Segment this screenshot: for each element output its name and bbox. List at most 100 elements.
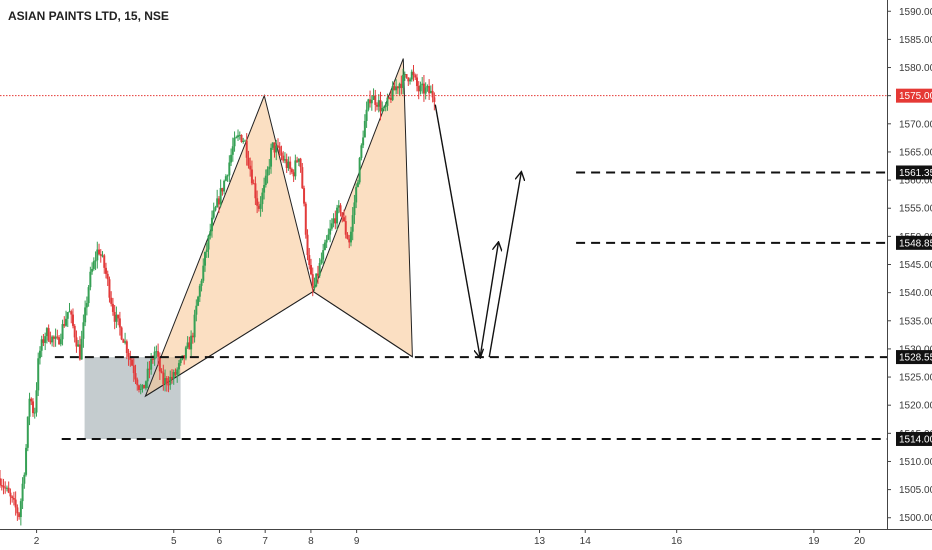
candle-body	[16, 507, 19, 514]
levels-layer	[0, 95, 887, 440]
pattern-leg-bd	[312, 291, 413, 358]
candle-body	[42, 339, 45, 343]
candle-body	[309, 265, 312, 275]
candle-body	[103, 255, 106, 268]
candle-body	[365, 109, 368, 122]
candle-body	[381, 107, 384, 112]
candle-body	[292, 172, 295, 177]
candle-body	[311, 274, 314, 289]
candle-body	[268, 166, 271, 170]
candle-body	[367, 99, 370, 110]
candle-body	[257, 205, 260, 209]
candle-body	[96, 249, 99, 261]
level-badge-bg	[896, 431, 932, 446]
candle-body	[395, 86, 398, 91]
candle-body	[108, 279, 111, 298]
y-tick-label: 1530.00	[899, 344, 932, 355]
candle-body	[47, 328, 50, 341]
x-tick-label: 6	[217, 536, 223, 547]
candle-body	[98, 249, 101, 255]
candle-body	[183, 355, 186, 359]
candle-body	[82, 322, 85, 339]
candle-body	[113, 311, 116, 322]
candle-body	[330, 223, 333, 229]
candle-body	[160, 371, 163, 373]
candle-body	[132, 365, 135, 374]
candle-body	[78, 344, 81, 360]
candle-body	[65, 318, 68, 326]
candle-body	[18, 513, 21, 518]
candle-body	[278, 146, 281, 153]
candle-body	[33, 412, 36, 414]
candle-body	[389, 97, 392, 100]
candle-body	[151, 358, 154, 360]
candle-body	[70, 311, 73, 315]
candle-body	[198, 285, 201, 297]
candle-body	[157, 351, 160, 357]
candle-body	[94, 260, 97, 262]
x-tick-label: 9	[354, 536, 360, 547]
y-tick-label: 1565.00	[899, 147, 932, 158]
candle-body	[117, 314, 120, 319]
x-tick-label: 2	[34, 536, 40, 547]
x-tick-label: 20	[854, 536, 866, 547]
y-tick-label: 1540.00	[899, 288, 932, 299]
candle-body	[14, 499, 17, 508]
candle-body	[414, 75, 417, 78]
candle-body	[306, 234, 309, 256]
candle-body	[59, 339, 62, 345]
candle-body	[410, 71, 413, 80]
candle-body	[341, 212, 344, 218]
candle-body	[355, 187, 358, 203]
candle-body	[237, 135, 240, 138]
candle-body	[240, 134, 243, 142]
candle-body	[325, 239, 328, 243]
candle-body	[275, 145, 278, 153]
candle-body	[210, 217, 213, 232]
axes-layer: 1500.001505.001510.001515.001520.001525.…	[34, 7, 932, 547]
candle-body	[174, 372, 177, 375]
candle-body	[252, 183, 255, 185]
candle-body	[334, 218, 337, 224]
candle-body	[129, 356, 132, 360]
candle-body	[343, 217, 346, 222]
candle-body	[296, 160, 299, 162]
y-tick-label: 1545.00	[899, 260, 932, 271]
candle-body	[193, 314, 196, 338]
candle-body	[221, 188, 224, 192]
candle-body	[209, 231, 212, 236]
candle-body	[289, 161, 292, 170]
candle-body	[238, 134, 241, 136]
candle-body	[19, 501, 22, 518]
candle-body	[384, 105, 387, 108]
candle-body	[207, 235, 210, 250]
candle-body	[56, 336, 59, 338]
candle-body	[282, 155, 285, 161]
candle-body	[54, 336, 57, 339]
current-price-badge: 1575.00	[899, 91, 932, 102]
candle-body	[167, 384, 170, 386]
candle-body	[162, 372, 165, 385]
x-tick-label: 13	[534, 536, 546, 547]
candle-body	[249, 165, 252, 170]
candle-body	[329, 228, 332, 235]
candle-body	[224, 176, 227, 181]
candle-body	[303, 188, 306, 204]
candle-body	[75, 337, 78, 347]
candle-body	[120, 327, 123, 340]
candle-body	[308, 255, 311, 266]
candle-body	[35, 390, 38, 413]
candle-body	[21, 483, 24, 502]
candle-body	[264, 175, 267, 185]
projection-arrow	[434, 104, 480, 357]
y-tick-label: 1520.00	[899, 401, 932, 412]
candle-body	[348, 238, 351, 243]
projection-arrow	[479, 243, 498, 358]
candle-body	[127, 353, 130, 357]
candle-body	[131, 359, 134, 366]
candle-body	[417, 86, 420, 92]
candle-body	[407, 77, 410, 82]
candle-body	[37, 358, 40, 391]
candle-body	[179, 359, 182, 364]
